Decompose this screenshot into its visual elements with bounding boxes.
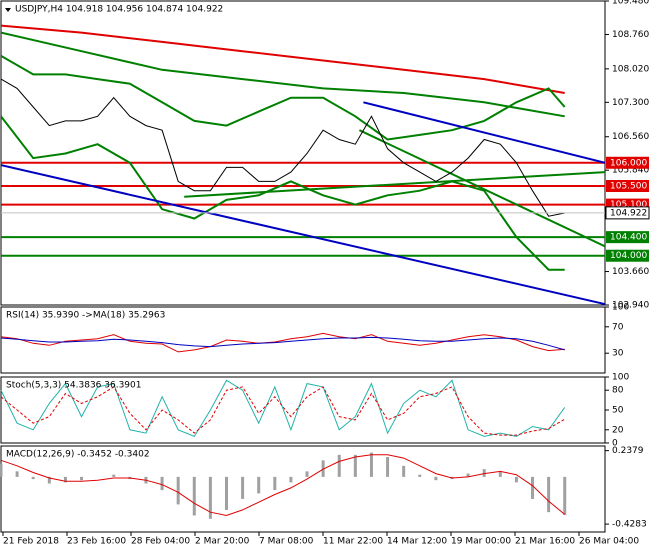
level-label: 105.500 xyxy=(610,182,647,192)
histogram-bar xyxy=(402,465,406,477)
histogram-bar xyxy=(547,476,551,513)
histogram-bar xyxy=(241,476,245,499)
panel-title: RSI(14) 35.9390 ->MA(18) 35.2963 xyxy=(6,311,165,321)
y-tick-label: 108.020 xyxy=(612,64,649,74)
histogram-bar xyxy=(418,474,422,477)
histogram-bar xyxy=(305,471,309,477)
level-label: 104.000 xyxy=(610,251,647,261)
y-tick-label: 103.660 xyxy=(612,267,649,277)
series-line xyxy=(0,332,565,353)
x-tick-label: 21 Mar 16:00 xyxy=(515,537,575,547)
histogram-bar xyxy=(31,476,35,480)
y-tick-label: 108.760 xyxy=(612,30,649,40)
histogram-bar xyxy=(563,476,567,515)
level-label: 106.000 xyxy=(610,158,647,168)
panel-title: MACD(12,26,9) -0.3452 -0.3402 xyxy=(6,450,150,460)
y-tick-label: 102.940 xyxy=(612,301,649,311)
histogram-bar xyxy=(112,474,116,477)
x-tick-label: 19 Mar 00:00 xyxy=(451,537,511,547)
title-triangle xyxy=(5,8,11,12)
panel-title: USDJPY,H4 104.918 104.956 104.874 104.92… xyxy=(15,5,223,15)
y-tick-label: 30 xyxy=(612,349,624,359)
panel-frame xyxy=(0,0,606,306)
histogram-bar xyxy=(353,454,357,477)
trend-line xyxy=(363,101,605,164)
y-tick-label: 100 xyxy=(612,303,629,313)
current-price-label: 104.922 xyxy=(610,208,647,218)
x-tick-label: 26 Mar 04:00 xyxy=(579,537,639,547)
indicator-line xyxy=(1,24,565,94)
histogram-bar xyxy=(289,476,293,483)
histogram-bar xyxy=(63,476,67,483)
histogram-bar xyxy=(160,476,164,491)
histogram-bar xyxy=(80,476,84,481)
histogram-bar xyxy=(208,476,212,519)
trend-line xyxy=(1,164,605,305)
y-tick-label: 20 xyxy=(612,425,624,435)
y-tick-label: -0.4283 xyxy=(612,520,647,530)
histogram-bar xyxy=(531,476,535,499)
y-tick-label: 100 xyxy=(612,373,629,383)
x-tick-label: 21 Feb 2018 xyxy=(3,537,59,547)
x-tick-label: 7 Mar 08:00 xyxy=(259,537,314,547)
y-tick-label: 107.300 xyxy=(612,98,649,108)
histogram-bar xyxy=(224,476,228,510)
x-tick-label: 23 Feb 16:00 xyxy=(67,537,126,547)
y-tick-label: 109.480 xyxy=(612,0,649,7)
current-price-box xyxy=(605,206,650,220)
histogram-bar xyxy=(466,473,470,477)
level-label: 104.400 xyxy=(610,233,647,243)
y-tick-label: 50 xyxy=(612,406,624,416)
y-tick-label: 105.840 xyxy=(612,166,649,176)
series-line xyxy=(0,379,566,438)
trend-line xyxy=(358,129,605,248)
x-tick-label: 2 Mar 20:00 xyxy=(195,537,250,547)
x-tick-label: 14 Mar 12:00 xyxy=(387,537,447,547)
histogram-bar xyxy=(434,476,438,481)
histogram-bar xyxy=(192,476,196,516)
histogram-bar xyxy=(47,476,51,484)
x-tick-label: 28 Feb 04:00 xyxy=(131,537,190,547)
series-line xyxy=(0,454,566,517)
level-label-box xyxy=(606,180,649,193)
histogram-bar xyxy=(176,476,180,505)
panel-frame xyxy=(0,445,606,533)
trend-line xyxy=(184,171,605,198)
x-tick-label: 11 Mar 22:00 xyxy=(323,537,383,547)
panel-frame xyxy=(0,306,606,374)
histogram-bar xyxy=(386,457,390,477)
histogram-bar xyxy=(0,463,3,477)
histogram-bar xyxy=(273,476,277,491)
level-label-box xyxy=(606,231,649,244)
series-line xyxy=(0,386,565,436)
histogram-bar xyxy=(369,452,373,477)
y-tick-label: 106.560 xyxy=(612,132,649,142)
y-tick-label: 0 xyxy=(612,439,618,449)
indicator-line xyxy=(1,115,565,271)
series-line xyxy=(0,336,565,351)
histogram-bar xyxy=(498,471,502,477)
level-label: 105.100 xyxy=(610,200,647,210)
indicator-line xyxy=(1,31,565,118)
histogram-bar xyxy=(15,471,19,477)
histogram-bar xyxy=(257,476,261,494)
level-label-box xyxy=(606,156,649,169)
panel-title: Stoch(5,3,3) 54.3836 36.3901 xyxy=(6,381,141,391)
histogram-bar xyxy=(482,469,486,477)
series-line xyxy=(0,78,565,217)
y-tick-label: 80 xyxy=(612,386,624,396)
indicator-line xyxy=(1,55,566,141)
histogram-bar xyxy=(514,476,518,483)
histogram-bar xyxy=(337,454,341,477)
y-tick-label: 0.2379 xyxy=(612,446,644,456)
histogram-bar xyxy=(321,460,325,477)
level-label-box xyxy=(606,249,649,262)
y-tick-label: 70 xyxy=(612,322,624,332)
